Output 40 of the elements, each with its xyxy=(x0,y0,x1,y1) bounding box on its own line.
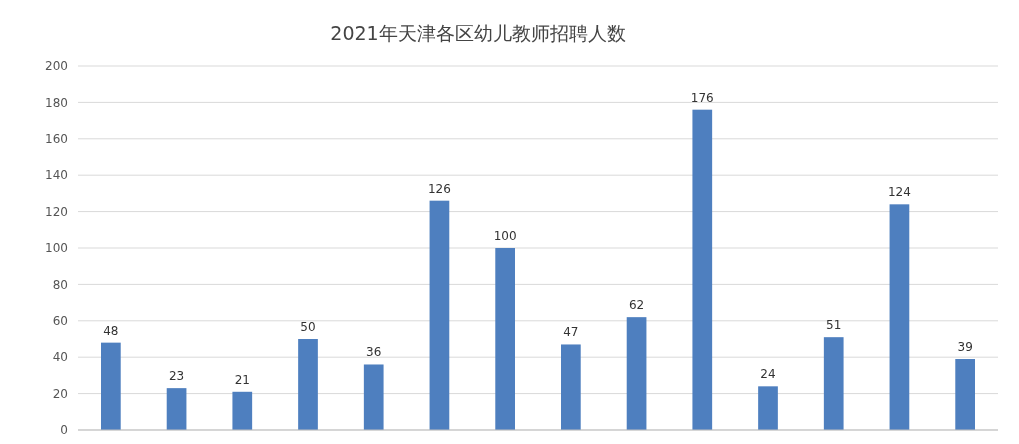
bar xyxy=(955,359,975,430)
data-label: 48 xyxy=(103,323,119,338)
data-label: 24 xyxy=(760,367,776,382)
data-label: 51 xyxy=(826,318,842,333)
bar xyxy=(298,339,318,430)
y-tick-label: 0 xyxy=(60,423,68,438)
bar xyxy=(363,364,384,430)
bar xyxy=(166,388,187,430)
y-tick-label: 80 xyxy=(52,277,68,292)
bar xyxy=(495,248,515,430)
bar xyxy=(101,342,121,430)
data-label: 126 xyxy=(427,181,451,196)
data-label: 50 xyxy=(300,320,316,334)
y-tick-label: 140 xyxy=(45,168,68,183)
y-tick-label: 40 xyxy=(52,350,68,365)
data-label: 23 xyxy=(168,369,185,384)
data-label: 100 xyxy=(493,229,517,243)
data-label: 36 xyxy=(366,345,382,360)
y-tick-label: 100 xyxy=(45,241,68,256)
data-label: 62 xyxy=(628,298,645,313)
data-label: 39 xyxy=(957,340,973,355)
bar xyxy=(823,337,844,430)
y-tick-label: 160 xyxy=(45,132,68,146)
data-label: 124 xyxy=(887,185,911,200)
bar xyxy=(626,317,647,430)
y-tick-label: 180 xyxy=(45,95,68,110)
data-label: 176 xyxy=(690,90,714,105)
bar xyxy=(889,204,910,430)
chart-title: 2021年天津各区幼儿教师招聘人数 xyxy=(330,22,626,44)
y-tick-label: 60 xyxy=(52,314,68,328)
y-tick-label: 20 xyxy=(52,386,68,401)
bar xyxy=(692,109,713,430)
data-label: 21 xyxy=(234,372,250,387)
bar xyxy=(232,391,253,430)
bar xyxy=(758,386,778,430)
bar xyxy=(429,200,450,430)
bar xyxy=(561,344,581,430)
data-label: 47 xyxy=(563,325,579,340)
y-tick-label: 200 xyxy=(45,59,68,74)
y-tick-label: 120 xyxy=(45,204,68,219)
